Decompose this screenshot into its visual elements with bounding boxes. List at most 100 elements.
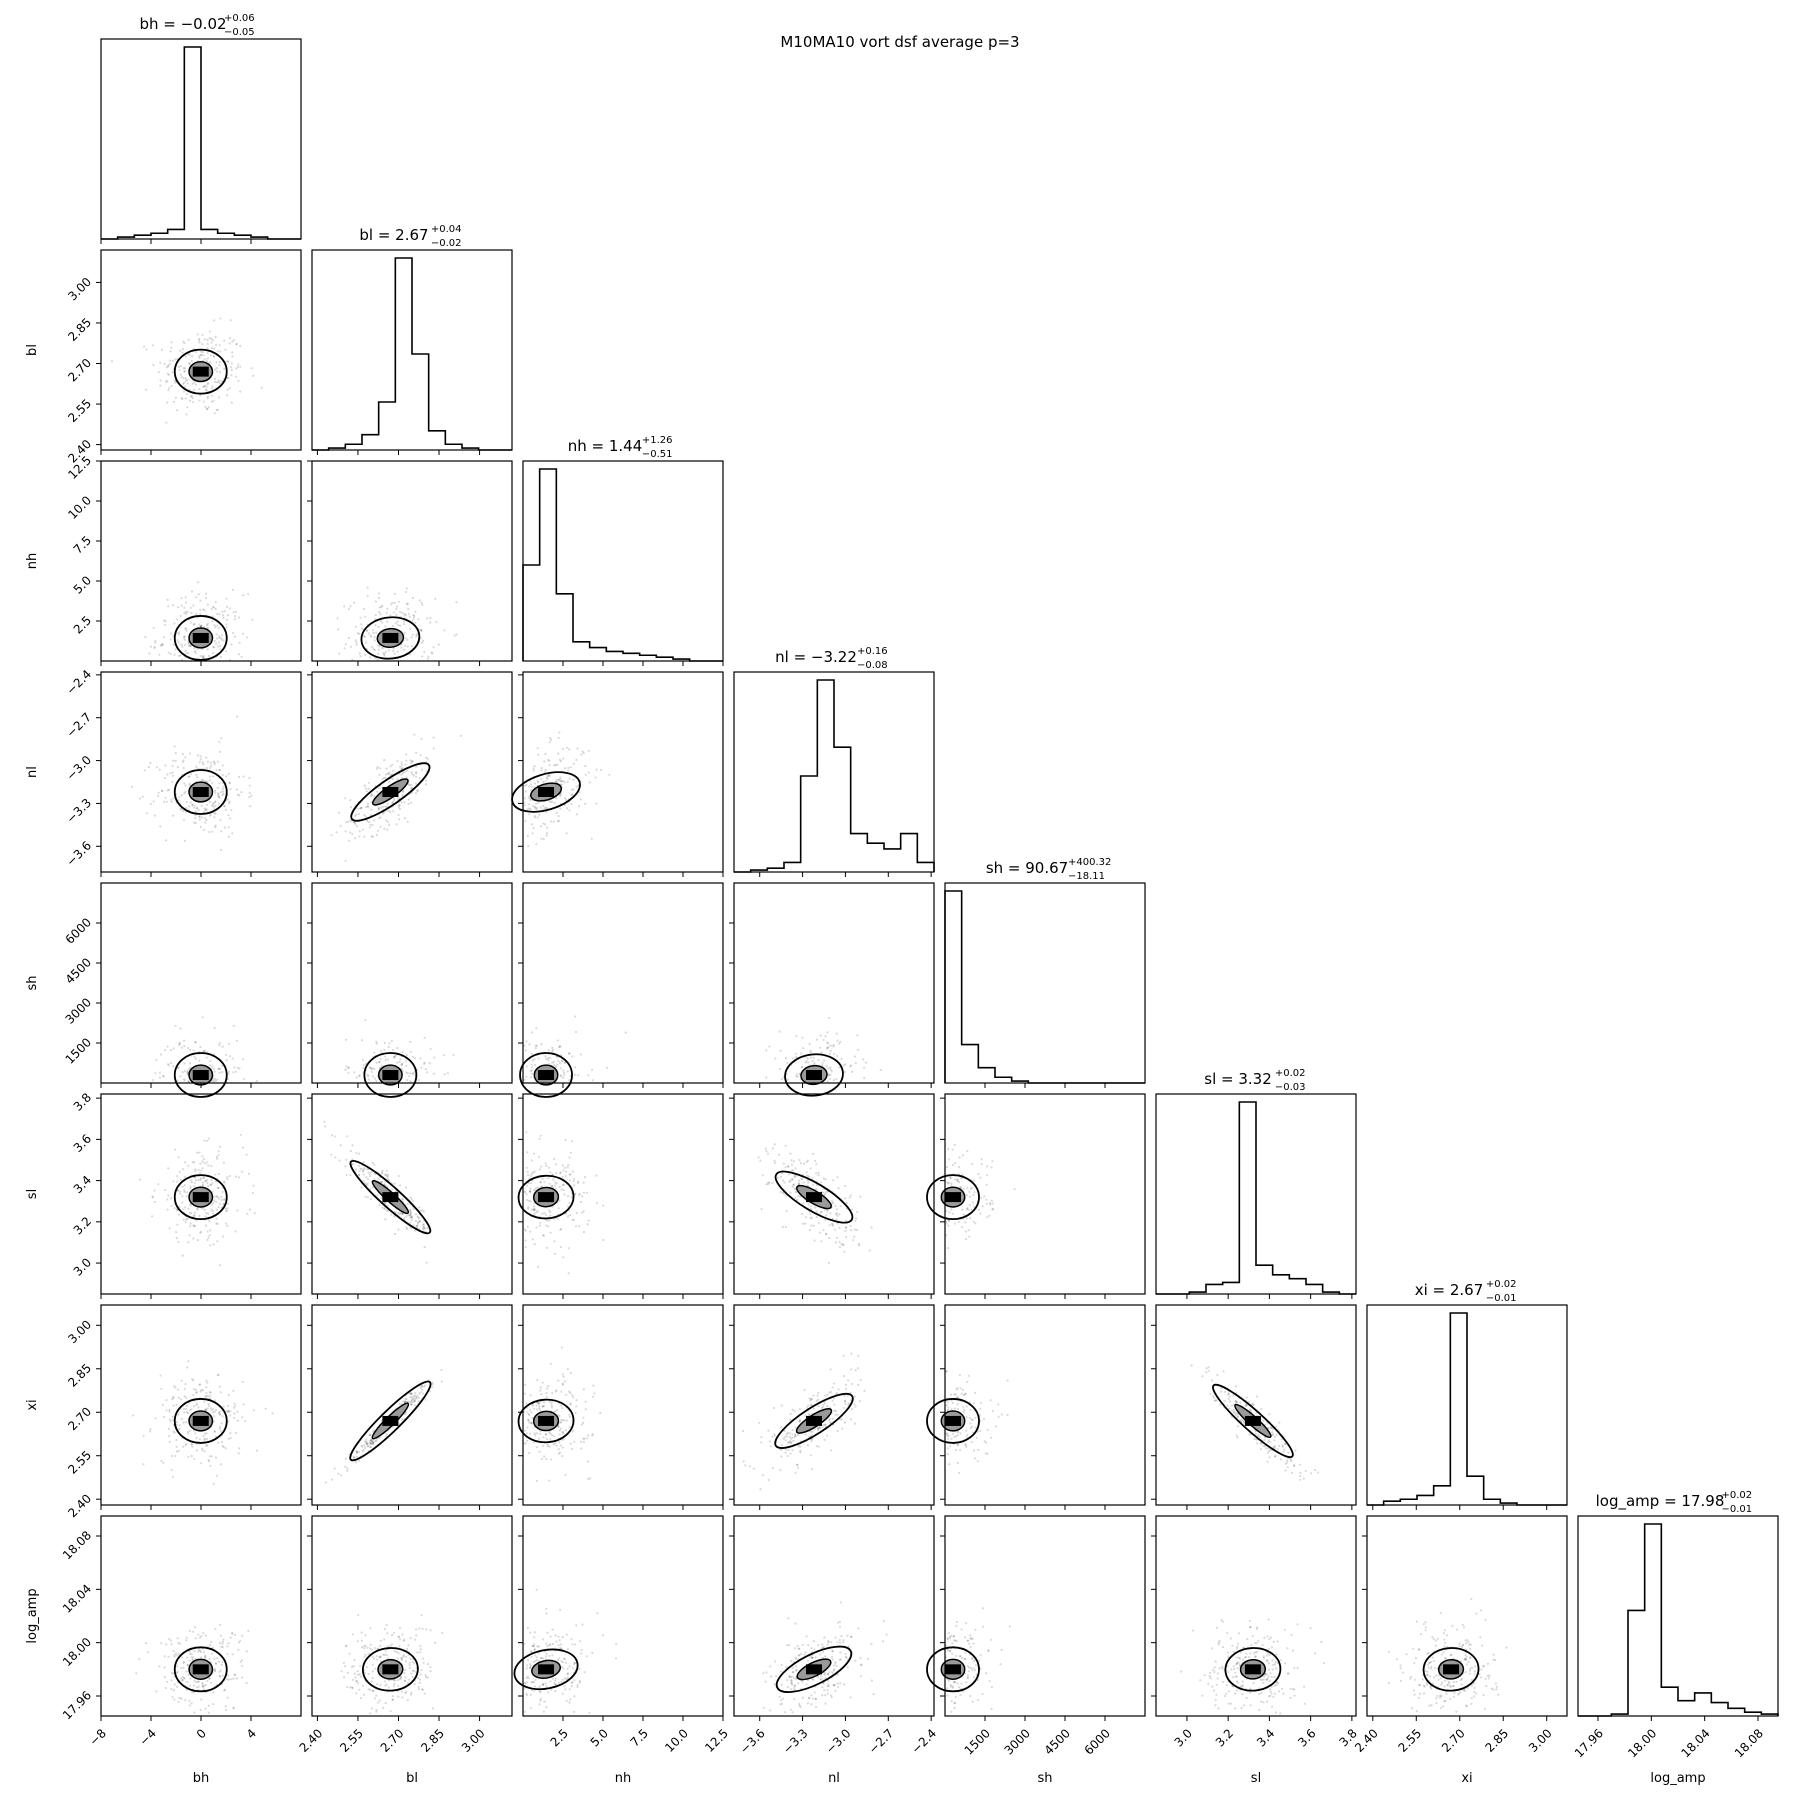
sample-point [205, 803, 209, 806]
sample-point [219, 1669, 222, 1672]
sample-point [211, 1182, 214, 1185]
sample-point [946, 1434, 949, 1437]
sample-point [386, 1058, 389, 1061]
sample-point [959, 1186, 963, 1189]
sample-point [149, 645, 152, 648]
sample-point [213, 1410, 216, 1413]
sample-point [808, 1175, 811, 1178]
sample-point [171, 814, 175, 817]
sample-point [838, 1213, 841, 1216]
sample-point [371, 1440, 374, 1443]
sample-point [214, 824, 217, 827]
sample-point [354, 1168, 357, 1171]
sample-point [765, 1183, 768, 1186]
sample-point [415, 765, 418, 768]
sample-point [951, 1148, 954, 1151]
sample-point [540, 777, 543, 781]
sample-point [979, 1401, 983, 1404]
sample-point [209, 1183, 212, 1186]
sample-point [828, 1016, 831, 1020]
sample-point [191, 397, 194, 400]
sample-point [352, 601, 356, 604]
sample-point [792, 1160, 796, 1163]
sample-point [442, 1054, 445, 1057]
sample-point [181, 1201, 184, 1204]
sample-point [204, 1409, 207, 1412]
sample-point [976, 1460, 979, 1463]
sample-point [203, 1437, 206, 1440]
sample-point [162, 636, 165, 639]
sample-point [562, 1256, 565, 1259]
sample-point [1232, 1394, 1235, 1397]
sample-point [541, 1234, 545, 1237]
sample-point [412, 1072, 415, 1075]
sample-point [235, 375, 238, 378]
sample-point [831, 1217, 834, 1220]
sample-point [963, 1393, 967, 1396]
sample-point [204, 1408, 207, 1411]
sample-point [579, 1053, 583, 1056]
sample-point [420, 628, 423, 632]
sample-point [360, 1444, 363, 1447]
sample-point [549, 1362, 552, 1365]
sample-point [422, 1225, 425, 1228]
sample-point [218, 740, 221, 744]
sample-point [563, 781, 566, 784]
sample-point [346, 1469, 349, 1472]
sample-point [832, 1179, 835, 1182]
sample-point [1283, 1448, 1286, 1451]
sample-point [190, 1179, 193, 1182]
panel-frame [733, 671, 935, 873]
sample-point [432, 1072, 435, 1075]
sample-point [206, 626, 209, 630]
sample-point [374, 613, 377, 617]
sample-point [579, 798, 583, 801]
sample-point [205, 1391, 208, 1395]
sample-point [793, 1409, 796, 1412]
sample-point [227, 814, 230, 817]
sample-point [986, 1428, 989, 1431]
sample-point [176, 766, 179, 769]
sample-point [789, 1440, 792, 1443]
sample-point [793, 1436, 796, 1439]
sample-point [165, 380, 168, 383]
sample-point [800, 1212, 804, 1216]
sample-point [181, 397, 184, 401]
sample-point [162, 1461, 165, 1464]
sample-point [418, 599, 422, 602]
sample-point [168, 359, 172, 362]
sample-point [183, 381, 186, 384]
sample-point [186, 1072, 189, 1075]
sample-point [192, 1214, 195, 1217]
sample-point [225, 626, 228, 629]
sample-point [849, 1194, 852, 1197]
sample-point [237, 775, 241, 779]
sample-point [794, 1190, 798, 1193]
sample-point [973, 1179, 976, 1182]
sample-point [214, 1435, 218, 1438]
sample-point [214, 1399, 217, 1402]
sample-point [371, 1440, 374, 1443]
sample-point [403, 1401, 407, 1404]
sample-point [531, 1416, 534, 1419]
sample-point [559, 760, 563, 763]
sample-point [527, 1412, 530, 1416]
sample-point [526, 1418, 530, 1422]
sample-point [194, 1657, 197, 1660]
sample-point [197, 1406, 200, 1409]
sample-point [410, 786, 413, 790]
sample-point [197, 339, 201, 342]
sample-point [812, 1152, 815, 1155]
sample-point [202, 400, 205, 403]
sample-point [202, 608, 205, 611]
sample-point [1226, 1404, 1229, 1407]
sample-point [213, 816, 216, 819]
sample-point [212, 775, 215, 778]
sample-point [223, 367, 226, 370]
sample-point [207, 654, 211, 658]
sample-point [380, 605, 383, 609]
sample-point [409, 1396, 412, 1399]
sample-point [1258, 1436, 1262, 1439]
sample-point [401, 1051, 404, 1054]
sample-point [557, 1379, 560, 1382]
